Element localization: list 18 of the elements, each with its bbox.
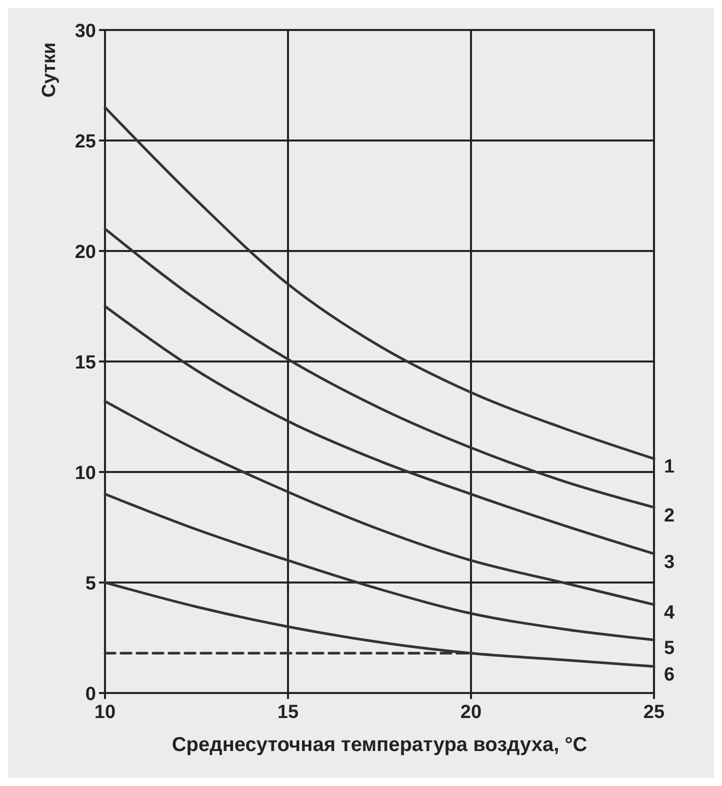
y-tick-label: 20 <box>74 242 96 263</box>
x-tick-label: 15 <box>277 702 299 723</box>
series-label: 5 <box>664 638 675 659</box>
y-tick-label: 30 <box>74 21 96 42</box>
series-label: 3 <box>664 552 675 573</box>
x-tick-label: 25 <box>643 702 665 723</box>
x-axis-title: Среднесуточная температура воздуха, °C <box>172 734 588 756</box>
y-axis-title: Сутки <box>39 42 60 98</box>
y-tick-label: 15 <box>74 352 96 374</box>
y-tick-label: 25 <box>74 132 96 152</box>
series-label: 4 <box>664 602 675 624</box>
y-tick-label: 5 <box>85 574 96 594</box>
y-tick-label: 10 <box>74 463 96 484</box>
x-tick-label: 20 <box>460 702 482 723</box>
y-tick-label: 0 <box>85 684 96 705</box>
series-label: 1 <box>664 456 675 478</box>
series-label: 6 <box>664 664 675 686</box>
series-label: 2 <box>664 505 675 526</box>
